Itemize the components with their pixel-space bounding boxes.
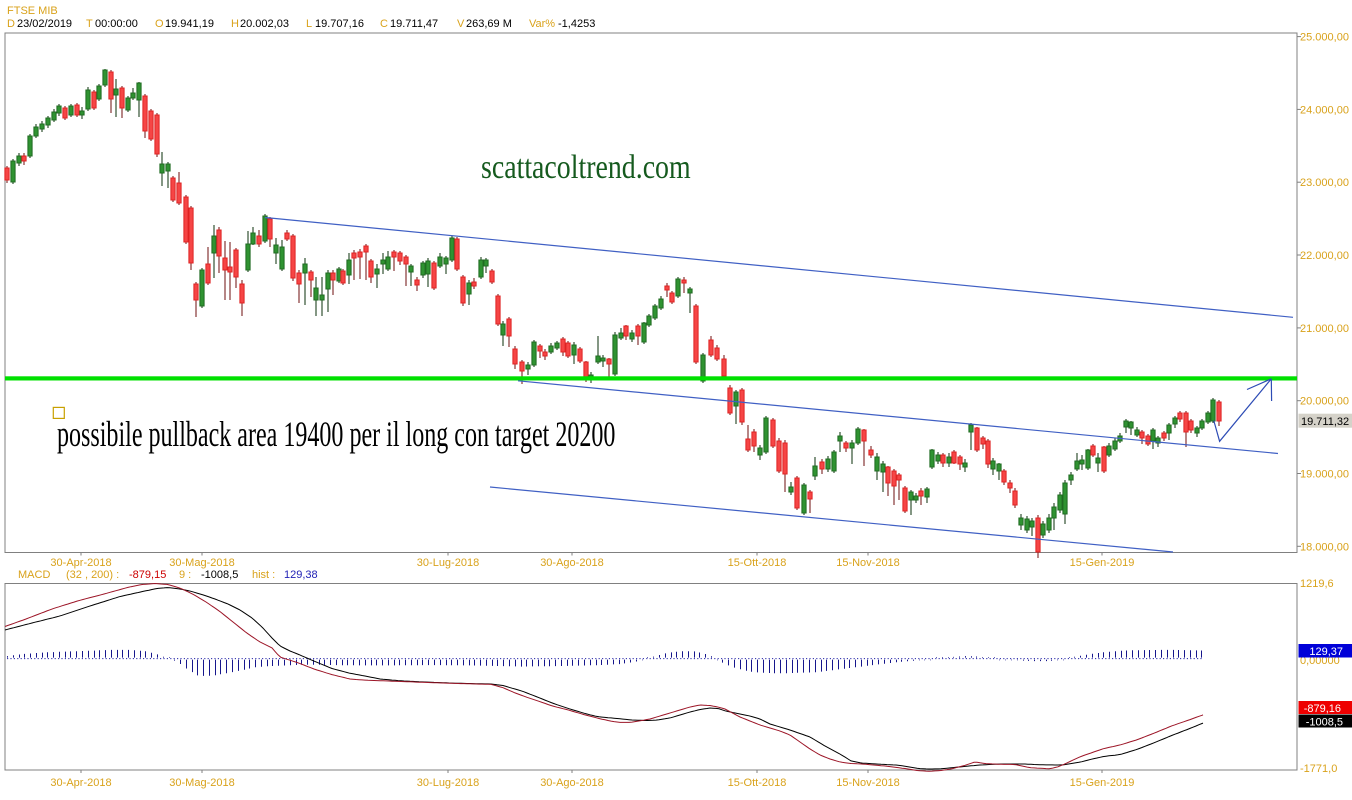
svg-text:15-Ott-2018: 15-Ott-2018 <box>728 557 787 569</box>
svg-text:1219,6: 1219,6 <box>1300 578 1334 590</box>
svg-text:129,37: 129,37 <box>1309 646 1343 658</box>
svg-text:30-Lug-2018: 30-Lug-2018 <box>417 557 479 569</box>
svg-text:possibile pullback area 19400: possibile pullback area 19400 per il lon… <box>57 414 615 454</box>
svg-text:18.000,00: 18.000,00 <box>1300 541 1349 553</box>
svg-text:FTSE MIB: FTSE MIB <box>7 5 58 17</box>
svg-text:22.000,00: 22.000,00 <box>1300 250 1349 262</box>
svg-text:V: V <box>457 18 465 30</box>
svg-text:25.000,00: 25.000,00 <box>1300 32 1349 44</box>
svg-text:19.000,00: 19.000,00 <box>1300 469 1349 481</box>
svg-text:(32 , 200) :: (32 , 200) : <box>66 569 119 581</box>
svg-text:O: O <box>155 18 164 30</box>
svg-text:15-Gen-2019: 15-Gen-2019 <box>1070 557 1135 569</box>
svg-text:9 :: 9 : <box>179 569 191 581</box>
svg-text:C: C <box>380 18 388 30</box>
svg-text:15-Ott-2018: 15-Ott-2018 <box>728 777 787 789</box>
svg-text:20.000,00: 20.000,00 <box>1300 396 1349 408</box>
svg-text:19.707,16: 19.707,16 <box>315 18 364 30</box>
svg-text:-879,16: -879,16 <box>1304 703 1341 715</box>
svg-text:30-Mag-2018: 30-Mag-2018 <box>169 557 234 569</box>
svg-text:30-Apr-2018: 30-Apr-2018 <box>50 557 111 569</box>
svg-text:scattacoltrend.com: scattacoltrend.com <box>481 147 691 185</box>
svg-text:-1771,0: -1771,0 <box>1300 763 1337 775</box>
svg-text:30-Ago-2018: 30-Ago-2018 <box>540 777 604 789</box>
svg-text:24.000,00: 24.000,00 <box>1300 104 1349 116</box>
svg-text:L: L <box>306 18 312 30</box>
svg-text:Var%: Var% <box>529 18 555 30</box>
svg-text:30-Lug-2018: 30-Lug-2018 <box>417 777 479 789</box>
svg-text:30-Mag-2018: 30-Mag-2018 <box>169 777 234 789</box>
svg-text:D: D <box>7 18 15 30</box>
svg-text:-1008,5: -1008,5 <box>201 569 238 581</box>
svg-text:MACD: MACD <box>18 569 50 581</box>
svg-text:-1008,5: -1008,5 <box>1306 716 1343 728</box>
svg-text:263,69 M: 263,69 M <box>466 18 512 30</box>
svg-text:20.002,03: 20.002,03 <box>240 18 289 30</box>
svg-text:30-Apr-2018: 30-Apr-2018 <box>50 777 111 789</box>
svg-text:21.000,00: 21.000,00 <box>1300 323 1349 335</box>
svg-text:23.000,00: 23.000,00 <box>1300 177 1349 189</box>
svg-text:23/02/2019: 23/02/2019 <box>17 18 72 30</box>
svg-text:-1,4253: -1,4253 <box>558 18 595 30</box>
svg-text:T: T <box>86 18 93 30</box>
svg-text:15-Nov-2018: 15-Nov-2018 <box>836 557 900 569</box>
svg-text:19.711,32: 19.711,32 <box>1301 416 1349 428</box>
svg-text:30-Ago-2018: 30-Ago-2018 <box>540 557 604 569</box>
svg-text:129,38: 129,38 <box>284 569 318 581</box>
svg-text:0,00000: 0,00000 <box>1300 655 1340 667</box>
svg-text:19.941,19: 19.941,19 <box>165 18 214 30</box>
svg-text:15-Nov-2018: 15-Nov-2018 <box>836 777 900 789</box>
svg-text:-879,15: -879,15 <box>129 569 166 581</box>
svg-text:00:00:00: 00:00:00 <box>95 18 138 30</box>
svg-text:15-Gen-2019: 15-Gen-2019 <box>1070 777 1135 789</box>
svg-text:hist :: hist : <box>252 569 275 581</box>
svg-text:H: H <box>231 18 239 30</box>
svg-text:19.711,47: 19.711,47 <box>390 18 438 30</box>
